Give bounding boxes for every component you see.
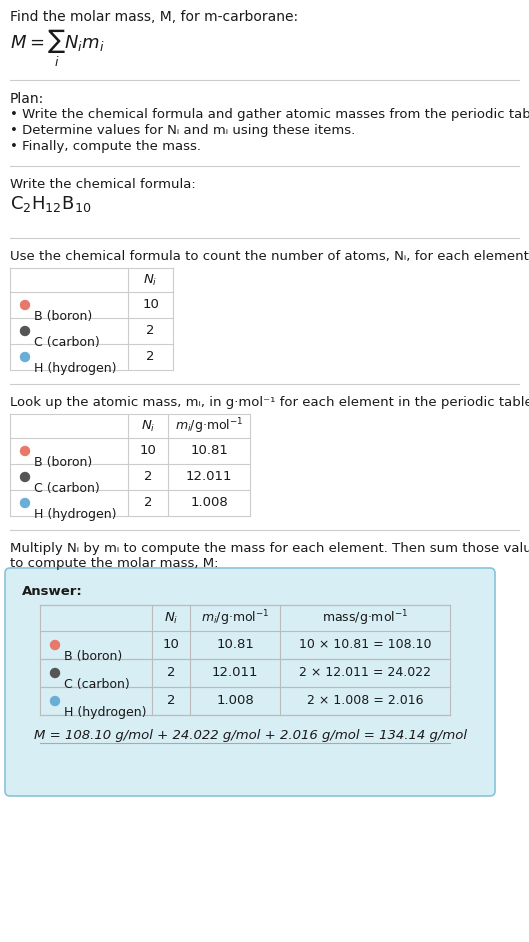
Text: 10: 10 (142, 299, 159, 312)
Text: 10 × 10.81 = 108.10: 10 × 10.81 = 108.10 (299, 639, 431, 652)
Text: $M = \sum_i N_i m_i$: $M = \sum_i N_i m_i$ (10, 28, 104, 69)
Text: 12.011: 12.011 (186, 470, 232, 483)
Text: mass/g·mol$^{-1}$: mass/g·mol$^{-1}$ (322, 609, 408, 627)
Text: 2 × 1.008 = 2.016: 2 × 1.008 = 2.016 (307, 694, 423, 707)
Circle shape (50, 669, 59, 677)
Text: $N_i$: $N_i$ (164, 610, 178, 625)
Circle shape (21, 327, 30, 335)
Text: B (boron): B (boron) (34, 310, 92, 323)
Circle shape (21, 498, 30, 508)
Text: 10: 10 (140, 445, 157, 458)
Text: $N_i$: $N_i$ (141, 418, 155, 433)
Text: B (boron): B (boron) (34, 456, 92, 469)
Circle shape (21, 352, 30, 362)
Circle shape (21, 473, 30, 481)
Text: • Finally, compute the mass.: • Finally, compute the mass. (10, 140, 201, 153)
Text: $m_i$/g·mol$^{-1}$: $m_i$/g·mol$^{-1}$ (175, 416, 243, 436)
Text: M = 108.10 g/mol + 24.022 g/mol + 2.016 g/mol = 134.14 g/mol: M = 108.10 g/mol + 24.022 g/mol + 2.016 … (33, 729, 467, 742)
Text: H (hydrogen): H (hydrogen) (34, 362, 116, 375)
Text: 2: 2 (146, 324, 155, 337)
Text: C (carbon): C (carbon) (64, 678, 130, 691)
Circle shape (50, 696, 59, 706)
Text: 2: 2 (167, 667, 175, 679)
Text: 2: 2 (146, 350, 155, 364)
FancyBboxPatch shape (5, 568, 495, 796)
Text: C (carbon): C (carbon) (34, 336, 100, 349)
Text: Write the chemical formula:: Write the chemical formula: (10, 178, 196, 191)
Text: 10: 10 (162, 639, 179, 652)
Text: 2: 2 (144, 470, 152, 483)
Circle shape (21, 300, 30, 310)
Text: 1.008: 1.008 (190, 496, 228, 510)
Text: to compute the molar mass, M:: to compute the molar mass, M: (10, 557, 218, 570)
Circle shape (50, 641, 59, 649)
Text: H (hydrogen): H (hydrogen) (64, 706, 147, 719)
Text: 10.81: 10.81 (216, 639, 254, 652)
Text: Look up the atomic mass, mᵢ, in g·mol⁻¹ for each element in the periodic table:: Look up the atomic mass, mᵢ, in g·mol⁻¹ … (10, 396, 529, 409)
Text: • Determine values for Nᵢ and mᵢ using these items.: • Determine values for Nᵢ and mᵢ using t… (10, 124, 355, 137)
Text: Answer:: Answer: (22, 585, 83, 598)
Text: • Write the chemical formula and gather atomic masses from the periodic table.: • Write the chemical formula and gather … (10, 108, 529, 121)
Text: 2: 2 (144, 496, 152, 510)
Text: 2: 2 (167, 694, 175, 707)
Circle shape (21, 447, 30, 456)
Text: B (boron): B (boron) (64, 650, 122, 663)
Text: $m_i$/g·mol$^{-1}$: $m_i$/g·mol$^{-1}$ (200, 609, 269, 627)
Text: 2 × 12.011 = 24.022: 2 × 12.011 = 24.022 (299, 667, 431, 679)
Text: $N_i$: $N_i$ (143, 272, 158, 287)
Text: 10.81: 10.81 (190, 445, 228, 458)
Text: $\mathregular{C_2H_{12}B_{10}}$: $\mathregular{C_2H_{12}B_{10}}$ (10, 194, 91, 214)
Text: H (hydrogen): H (hydrogen) (34, 508, 116, 521)
Text: Multiply Nᵢ by mᵢ to compute the mass for each element. Then sum those values: Multiply Nᵢ by mᵢ to compute the mass fo… (10, 542, 529, 555)
Text: Find the molar mass, M, for m-carborane:: Find the molar mass, M, for m-carborane: (10, 10, 298, 24)
Text: Plan:: Plan: (10, 92, 44, 106)
Text: 12.011: 12.011 (212, 667, 258, 679)
Text: C (carbon): C (carbon) (34, 482, 100, 495)
Text: Use the chemical formula to count the number of atoms, Nᵢ, for each element:: Use the chemical formula to count the nu… (10, 250, 529, 263)
Text: 1.008: 1.008 (216, 694, 254, 707)
